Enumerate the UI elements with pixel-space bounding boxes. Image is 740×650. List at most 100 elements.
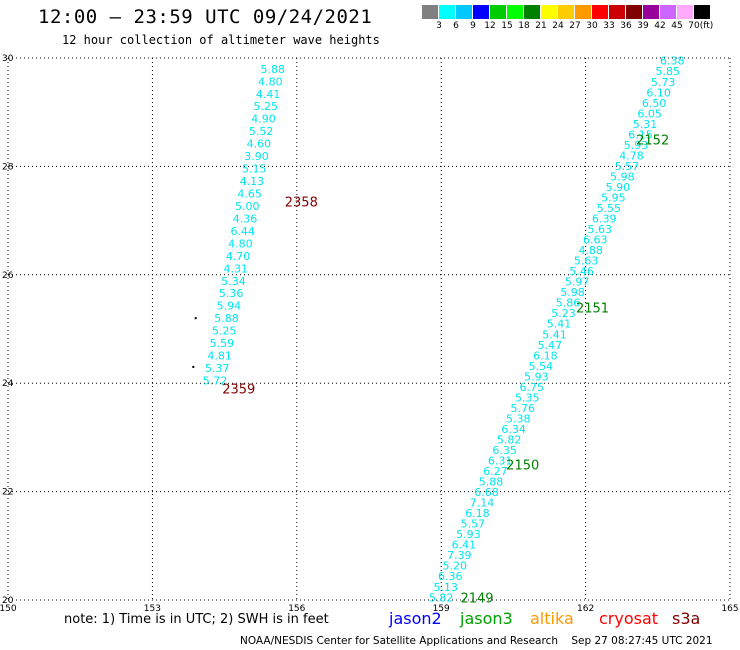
wave-height-value: 5.23 xyxy=(551,307,576,320)
color-scale-label: 36 xyxy=(620,21,632,31)
wave-height-value: 5.98 xyxy=(560,286,585,299)
x-tick-label: 156 xyxy=(288,604,305,614)
wave-height-value: 5.52 xyxy=(249,125,274,138)
wave-height-value: 5.20 xyxy=(443,560,468,573)
footer-note: note: 1) Time is in UTC; 2) SWH is in fe… xyxy=(64,612,329,627)
wave-height-value: 5.63 xyxy=(588,223,613,236)
wave-height-value: 5.95 xyxy=(601,191,626,204)
color-swatch xyxy=(677,5,694,19)
color-scale-label: 30 xyxy=(586,21,598,31)
pass-time-label: 2152 xyxy=(636,133,669,148)
wave-height-value: 6.50 xyxy=(642,97,667,110)
color-swatch xyxy=(439,5,456,19)
wave-height-value: 4.80 xyxy=(258,75,283,88)
color-swatch xyxy=(524,5,541,19)
wave-height-value: 5.86 xyxy=(556,297,581,310)
wave-height-value: 5.59 xyxy=(210,337,235,350)
wave-height-value: 6.34 xyxy=(501,423,526,436)
wave-height-value: 4.36 xyxy=(233,212,258,225)
wave-height-value: 6.15 xyxy=(628,128,653,141)
color-scale-label: 39 xyxy=(637,21,649,31)
wave-height-value: 6.27 xyxy=(483,465,508,478)
wave-height-value: 5.93 xyxy=(624,139,649,152)
color-swatch xyxy=(541,5,558,19)
wave-height-value: 5.57 xyxy=(615,160,640,173)
pass-time-label: 2150 xyxy=(506,459,539,474)
y-tick-label: 24 xyxy=(2,379,14,389)
color-swatch xyxy=(422,5,439,19)
satellite-jason3: jason3 xyxy=(460,609,513,628)
color-swatch xyxy=(592,5,609,19)
wave-height-value: 5.90 xyxy=(606,181,631,194)
x-tick-label: 162 xyxy=(577,604,594,614)
wave-height-value: 4.31 xyxy=(224,262,249,275)
wave-height-value: 6.18 xyxy=(465,507,490,520)
pass-time-label: 2359 xyxy=(222,383,255,398)
wave-height-value: 5.46 xyxy=(569,265,594,278)
wave-height-value: 5.88 xyxy=(214,312,239,325)
y-tick-label: 22 xyxy=(2,488,13,498)
wave-height-value: 4.81 xyxy=(207,350,232,363)
wave-height-value: 5.38 xyxy=(506,412,531,425)
x-tick-label: 150 xyxy=(0,604,17,614)
wave-height-value: 5.88 xyxy=(479,476,504,489)
color-scale-label: 9 xyxy=(470,21,476,31)
footer-credit: NOAA/NESDIS Center for Satellite Applica… xyxy=(240,635,713,647)
pass-time-label: 2149 xyxy=(460,591,493,606)
wave-height-value: 6.35 xyxy=(492,444,517,457)
color-swatch xyxy=(456,5,473,19)
wave-height-value: 7.39 xyxy=(447,549,472,562)
x-tick-label: 165 xyxy=(721,604,738,614)
wave-height-value: 6.75 xyxy=(520,381,545,394)
y-tick-label: 28 xyxy=(2,162,14,172)
wave-height-value: 5.37 xyxy=(205,362,230,375)
wave-height-value: 6.05 xyxy=(637,107,662,120)
pass-time-label: 2358 xyxy=(285,196,318,211)
wave-height-value: 5.15 xyxy=(242,163,267,176)
color-scale-labels: 3 6 9 12 15 18 21 24 27 30 33 36 39 42 45 70 (ft) xyxy=(422,19,714,33)
color-scale-label: 3 xyxy=(436,21,442,31)
wave-height-value: 6.41 xyxy=(452,539,477,552)
y-tick-label: 26 xyxy=(2,271,14,281)
x-tick-label: 159 xyxy=(433,604,450,614)
wave-height-value: 5.88 xyxy=(260,63,285,76)
wave-height-value: 5.72 xyxy=(203,374,228,387)
wave-height-value: 6.68 xyxy=(474,486,499,499)
color-scale-label: (ft) xyxy=(699,21,714,31)
color-scale-label: 15 xyxy=(501,21,513,31)
color-swatch xyxy=(643,5,660,19)
wave-height-value: 5.34 xyxy=(221,275,246,288)
color-swatch xyxy=(473,5,490,19)
wave-height-value: 3.90 xyxy=(244,150,269,163)
wave-height-value: 5.35 xyxy=(515,391,540,404)
wave-height-value: 5.36 xyxy=(219,287,244,300)
wave-height-value: 5.85 xyxy=(655,65,680,78)
wave-height-value: 4.80 xyxy=(228,237,253,250)
wave-height-value: 4.88 xyxy=(578,244,603,257)
color-scale-swatches xyxy=(422,5,711,19)
wave-height-value: 5.97 xyxy=(565,276,590,289)
satellite-s3a: s3a xyxy=(672,609,701,628)
y-tick-label: 20 xyxy=(2,596,14,606)
wave-height-value: 6.44 xyxy=(230,225,255,238)
wave-height-value: 5.73 xyxy=(651,76,676,89)
page-subtitle: 12 hour collection of altimeter wave hei… xyxy=(62,33,380,47)
wave-height-value: 5.76 xyxy=(510,402,535,415)
color-scale-label: 27 xyxy=(569,21,581,31)
wave-height-value: 5.57 xyxy=(461,518,486,531)
pass-time-label: 2151 xyxy=(576,301,609,316)
color-swatch xyxy=(694,5,711,19)
wave-height-value: 5.55 xyxy=(597,202,622,215)
color-scale-label: 21 xyxy=(535,21,547,31)
wave-height-value: 5.82 xyxy=(429,591,454,604)
wave-height-value: 6.39 xyxy=(592,213,617,226)
wave-height-value: 5.41 xyxy=(542,328,567,341)
track-marker xyxy=(192,365,195,368)
color-swatch xyxy=(558,5,575,19)
wave-height-value: 5.25 xyxy=(254,100,279,113)
wave-height-value: 5.93 xyxy=(456,528,481,541)
wave-height-value: 5.31 xyxy=(633,118,658,131)
wave-height-value: 5.41 xyxy=(547,318,572,331)
wave-height-value: 6.10 xyxy=(646,86,671,99)
